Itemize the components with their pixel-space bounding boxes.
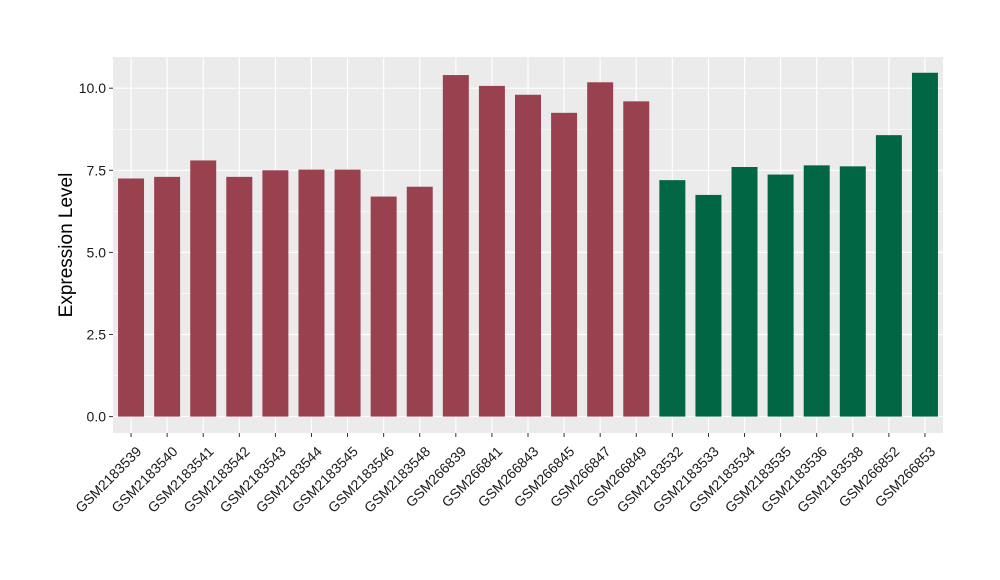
bar-gsm2183534 — [731, 167, 758, 417]
y-tick-label: 7.5 — [87, 162, 107, 178]
bar-gsm2183543 — [262, 170, 289, 417]
bar-gsm2183533 — [695, 194, 722, 417]
y-tick-label: 2.5 — [87, 326, 107, 342]
bar-gsm266845 — [551, 112, 578, 417]
bar-gsm266852 — [875, 135, 902, 417]
y-tick-label: 10.0 — [79, 80, 106, 96]
bar-gsm266839 — [442, 75, 469, 417]
bar-gsm266853 — [911, 72, 938, 417]
bar-gsm2183546 — [370, 196, 397, 417]
bar-gsm266847 — [587, 82, 614, 417]
bar-gsm2183539 — [118, 178, 145, 417]
bar-gsm2183538 — [839, 166, 866, 417]
bar-gsm2183532 — [659, 180, 686, 417]
bars — [118, 72, 938, 417]
bar-gsm2183542 — [226, 176, 253, 417]
y-tick-label: 5.0 — [87, 244, 107, 260]
bar-gsm266849 — [623, 101, 650, 417]
bar-gsm2183544 — [298, 169, 325, 417]
bar-gsm2183545 — [334, 169, 361, 417]
bar-gsm2183535 — [767, 174, 794, 417]
bar-gsm2183548 — [406, 186, 433, 417]
bar-gsm2183541 — [190, 160, 217, 417]
x-axis: GSM2183539GSM2183540GSM2183541GSM2183542… — [72, 433, 939, 516]
y-axis-title: Expression Level — [56, 173, 77, 318]
bar-gsm266841 — [478, 85, 505, 417]
bar-gsm266843 — [515, 94, 541, 417]
y-tick-label: 0.0 — [87, 409, 107, 425]
bar-gsm2183540 — [154, 176, 181, 417]
bar-gsm2183536 — [803, 165, 830, 417]
y-axis: 0.0 2.5 5.0 7.5 10.0 — [79, 80, 113, 425]
